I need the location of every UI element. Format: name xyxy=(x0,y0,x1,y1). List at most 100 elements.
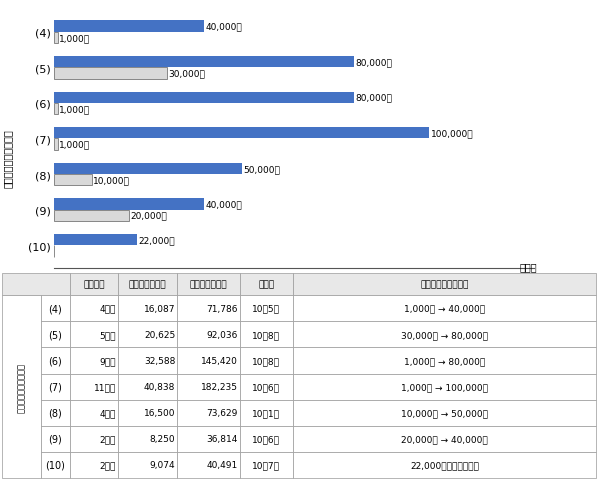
Bar xyxy=(41,296,70,322)
Text: 10月6日: 10月6日 xyxy=(253,434,280,444)
Bar xyxy=(54,57,354,68)
Bar xyxy=(239,322,293,348)
Bar xyxy=(118,374,177,400)
Bar xyxy=(70,274,118,296)
Text: 40,000円: 40,000円 xyxy=(205,23,242,32)
Text: 買付株数（株）: 買付株数（株） xyxy=(129,280,166,289)
Text: 1,000円 → 100,000円: 1,000円 → 100,000円 xyxy=(401,383,488,391)
Bar xyxy=(54,128,429,139)
Text: 16,087: 16,087 xyxy=(144,304,175,313)
Bar xyxy=(293,452,596,478)
Text: 課応金納付命令対象者: 課応金納付命令対象者 xyxy=(17,362,26,412)
Text: 10月1日: 10月1日 xyxy=(253,408,280,418)
Text: 申請日: 申請日 xyxy=(258,280,274,289)
Text: 182,235: 182,235 xyxy=(200,383,238,391)
Text: (10): (10) xyxy=(46,460,65,470)
Text: 22,000円: 22,000円 xyxy=(138,236,175,244)
Bar xyxy=(41,348,70,374)
Bar xyxy=(118,348,177,374)
Bar xyxy=(177,348,239,374)
Bar xyxy=(177,322,239,348)
Text: 4万円: 4万円 xyxy=(100,304,116,313)
Bar xyxy=(239,452,293,478)
Text: (8): (8) xyxy=(49,408,62,418)
Bar xyxy=(293,322,596,348)
Bar xyxy=(41,400,70,426)
Bar xyxy=(293,348,596,374)
Bar xyxy=(54,163,241,175)
Text: 1,000円: 1,000円 xyxy=(59,140,91,149)
Text: (7): (7) xyxy=(49,382,62,392)
Bar xyxy=(293,274,596,296)
Bar xyxy=(41,426,70,452)
Text: (4): (4) xyxy=(49,304,62,313)
Bar xyxy=(239,348,293,374)
Bar xyxy=(41,452,70,478)
Text: (5): (5) xyxy=(49,330,62,340)
Text: 20,000円: 20,000円 xyxy=(131,211,167,220)
Text: 30,000円: 30,000円 xyxy=(168,70,205,78)
Bar xyxy=(54,175,91,186)
Bar xyxy=(54,68,167,80)
Text: 32,588: 32,588 xyxy=(144,356,175,365)
Text: 40,000円: 40,000円 xyxy=(205,200,242,209)
Bar xyxy=(177,296,239,322)
Bar xyxy=(70,426,118,452)
Bar xyxy=(177,400,239,426)
Text: 10,000円: 10,000円 xyxy=(93,176,130,185)
Bar xyxy=(177,426,239,452)
Bar xyxy=(70,374,118,400)
Text: 4万円: 4万円 xyxy=(100,408,116,418)
Text: 40,491: 40,491 xyxy=(206,460,238,469)
Bar xyxy=(177,452,239,478)
Bar xyxy=(118,322,177,348)
Text: 1,000円 → 80,000円: 1,000円 → 80,000円 xyxy=(404,356,485,365)
Text: 73,629: 73,629 xyxy=(206,408,238,418)
Text: 145,420: 145,420 xyxy=(201,356,238,365)
Text: 課応金額: 課応金額 xyxy=(83,280,105,289)
Bar xyxy=(118,274,177,296)
Text: 9,074: 9,074 xyxy=(149,460,175,469)
Bar xyxy=(118,296,177,322)
Bar xyxy=(70,296,118,322)
Bar xyxy=(54,92,354,104)
Bar xyxy=(54,199,204,210)
Bar xyxy=(2,274,70,296)
Bar xyxy=(118,400,177,426)
Text: 買付価額（円）: 買付価額（円） xyxy=(190,280,227,289)
Bar xyxy=(70,452,118,478)
Bar xyxy=(70,348,118,374)
Text: (9): (9) xyxy=(49,434,62,444)
Text: 10月5日: 10月5日 xyxy=(253,304,280,313)
Bar xyxy=(293,400,596,426)
Bar xyxy=(2,296,41,478)
Bar xyxy=(239,426,293,452)
Bar xyxy=(54,139,58,151)
Text: (6): (6) xyxy=(49,356,62,366)
Text: 16,500: 16,500 xyxy=(144,408,175,418)
Text: 10月6日: 10月6日 xyxy=(253,383,280,391)
Text: 10月7日: 10月7日 xyxy=(253,460,280,469)
Bar xyxy=(118,426,177,452)
Text: 1,000円: 1,000円 xyxy=(59,105,91,114)
Text: 50,000円: 50,000円 xyxy=(243,165,280,173)
Bar xyxy=(293,426,596,452)
Bar xyxy=(70,400,118,426)
Bar xyxy=(54,22,204,33)
Bar xyxy=(41,374,70,400)
Text: 2万円: 2万円 xyxy=(100,460,116,469)
Text: 36,814: 36,814 xyxy=(206,434,238,444)
Text: 10月8日: 10月8日 xyxy=(253,356,280,365)
Text: 10月8日: 10月8日 xyxy=(253,330,280,339)
Text: 100,000円: 100,000円 xyxy=(431,129,473,138)
Text: 10,000円 → 50,000円: 10,000円 → 50,000円 xyxy=(401,408,488,418)
Text: 80,000円: 80,000円 xyxy=(355,94,392,103)
Text: 2万円: 2万円 xyxy=(100,434,116,444)
Text: 5万円: 5万円 xyxy=(100,330,116,339)
Text: 20,000円 → 40,000円: 20,000円 → 40,000円 xyxy=(401,434,488,444)
Text: 80,000円: 80,000円 xyxy=(355,58,392,67)
Text: 拄出金額の変更状況: 拄出金額の変更状況 xyxy=(421,280,469,289)
Bar xyxy=(70,322,118,348)
Bar xyxy=(239,400,293,426)
Bar xyxy=(177,374,239,400)
